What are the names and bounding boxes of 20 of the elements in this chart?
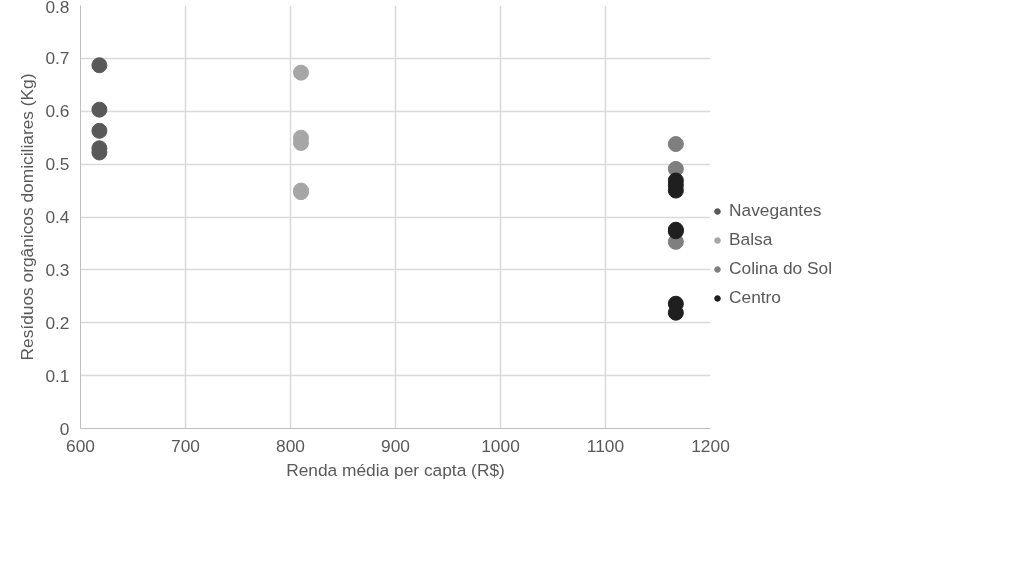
- x-tick-label: 1000: [481, 435, 520, 456]
- legend-label: Centro: [729, 287, 782, 308]
- x-tick-label: 800: [276, 435, 305, 456]
- y-axis-title: Resíduos orgânicos domiciliares (Kg): [17, 73, 38, 361]
- legend-label: Balsa: [729, 229, 773, 250]
- x-tick-label: 900: [381, 435, 410, 456]
- legend-label: Colina do Sol: [729, 258, 833, 279]
- x-tick-label: 1200: [691, 435, 730, 456]
- x-tick-label: 1100: [586, 435, 625, 456]
- y-tick-label: 0.7: [45, 48, 70, 69]
- y-tick-label: 0.8: [45, 0, 70, 17]
- y-tick-label: 0.2: [45, 312, 70, 333]
- y-tick-label: 0.6: [45, 101, 70, 122]
- y-tick-label: 0.5: [45, 154, 70, 175]
- legend-label: Navegantes: [729, 200, 822, 221]
- x-tick-label: 700: [171, 435, 200, 456]
- y-tick-label: 0.1: [45, 365, 70, 386]
- y-tick-label: 0.3: [45, 259, 70, 280]
- x-axis-title: Renda média per capta (R$): [286, 459, 505, 480]
- y-tick-label: 0.4: [45, 207, 70, 227]
